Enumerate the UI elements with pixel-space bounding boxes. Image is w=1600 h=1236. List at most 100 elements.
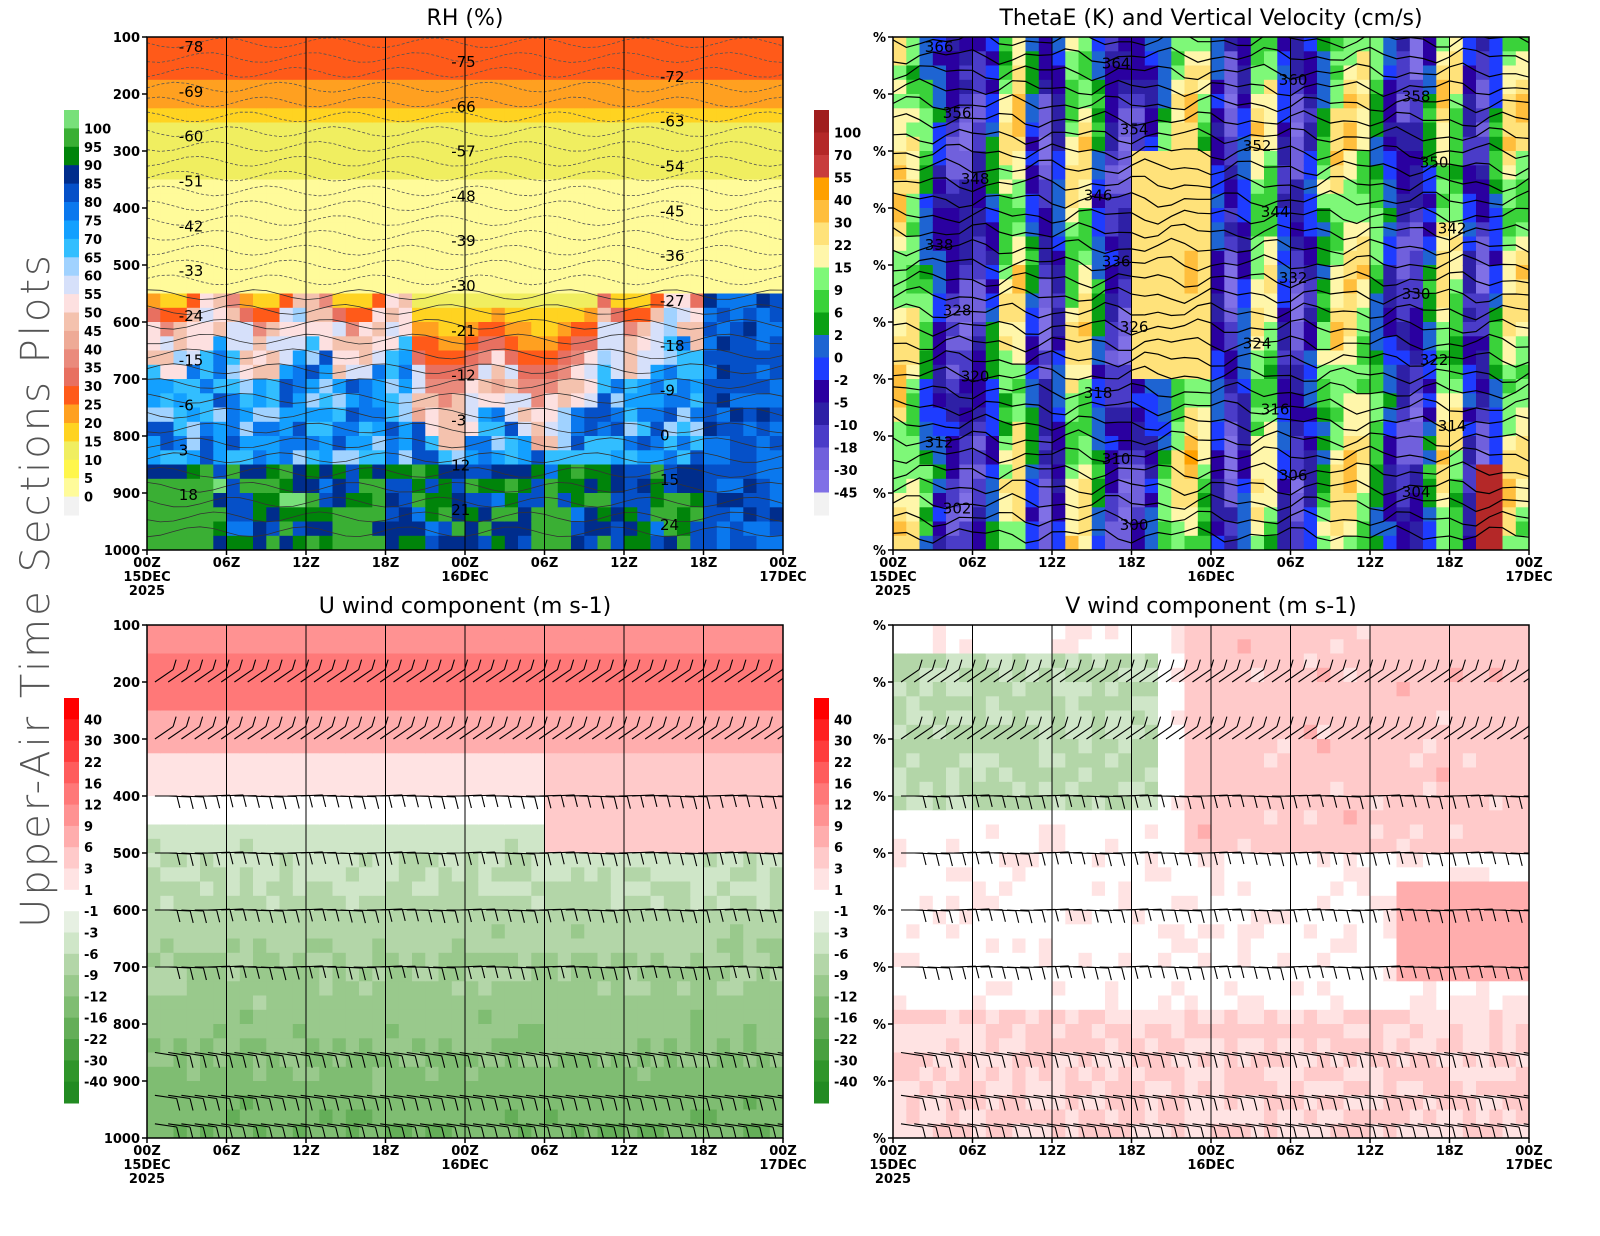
field-cell <box>385 279 400 295</box>
field-cell <box>306 981 320 997</box>
field-cell <box>1224 151 1239 166</box>
field-cell <box>1502 478 1517 494</box>
field-cell <box>425 293 440 309</box>
field-cell <box>769 65 783 81</box>
field-cell <box>332 824 347 840</box>
field-cell <box>173 507 188 523</box>
field-cell <box>1515 421 1529 437</box>
field-cell <box>412 1009 426 1025</box>
field-cell <box>743 507 758 523</box>
field-cell <box>160 151 175 166</box>
field-cell <box>504 682 519 697</box>
field-cell <box>200 250 214 266</box>
field-cell <box>292 393 307 409</box>
field-cell <box>624 250 638 266</box>
field-cell <box>160 867 175 883</box>
field-cell <box>372 1038 387 1054</box>
field-cell <box>730 293 744 309</box>
field-cell <box>239 1066 254 1082</box>
field-cell <box>557 781 572 797</box>
field-cell <box>557 1009 572 1025</box>
colorbar-swatch <box>814 245 829 268</box>
field-cell <box>398 79 413 95</box>
field-cell <box>319 79 334 95</box>
field-cell <box>425 739 440 754</box>
field-cell <box>1144 436 1159 451</box>
field-cell <box>1250 265 1265 280</box>
field-cell <box>637 293 652 309</box>
field-cell <box>398 653 413 669</box>
field-cell <box>716 521 731 537</box>
field-cell <box>253 507 267 523</box>
field-cell <box>959 379 974 394</box>
field-cell <box>1091 165 1106 181</box>
field-cell <box>518 739 532 754</box>
field-cell <box>359 952 373 968</box>
field-cell <box>544 65 559 81</box>
field-cell <box>239 322 254 337</box>
field-cell <box>160 1109 175 1125</box>
field-cell <box>1462 521 1477 537</box>
field-cell <box>1476 136 1490 152</box>
field-cell <box>491 653 506 669</box>
field-cell <box>1250 307 1265 323</box>
field-cell <box>239 739 254 754</box>
field-cell <box>1025 265 1040 280</box>
field-cell <box>478 507 493 523</box>
field-cell <box>465 1109 479 1125</box>
field-cell <box>985 393 1000 409</box>
field-cell <box>438 682 453 697</box>
field-cell <box>332 51 347 67</box>
field-cell <box>491 478 506 494</box>
field-cell <box>1224 535 1239 550</box>
field-cell <box>1264 265 1278 280</box>
field-cell <box>1436 37 1451 52</box>
field-cell <box>345 682 360 697</box>
field-cell <box>306 1066 320 1082</box>
field-cell <box>398 108 413 124</box>
field-cell <box>1409 350 1424 366</box>
field-cell <box>213 1024 228 1039</box>
field-cell <box>345 450 360 466</box>
field-cell <box>624 493 638 508</box>
x-tick-label: 00Z <box>451 556 479 571</box>
field-cell <box>398 995 413 1011</box>
field-cell <box>932 208 947 223</box>
field-cell <box>147 1024 161 1039</box>
field-cell <box>1184 436 1199 451</box>
field-cell <box>584 94 599 109</box>
field-cell <box>173 436 188 451</box>
field-cell <box>1184 336 1199 352</box>
field-cell <box>531 393 546 409</box>
field-cell <box>1383 151 1398 166</box>
field-cell <box>306 364 320 380</box>
field-cell <box>557 108 572 124</box>
field-cell <box>266 938 281 954</box>
field-cell <box>584 322 599 337</box>
field-cell <box>279 108 294 124</box>
field-cell <box>1436 136 1451 152</box>
field-cell <box>959 250 974 266</box>
contour-label: -30 <box>451 277 476 295</box>
field-cell <box>253 478 267 494</box>
field-cell <box>279 1038 294 1054</box>
field-cell <box>332 478 347 494</box>
field-cell <box>372 910 387 925</box>
colorbar-label: 80 <box>84 196 102 211</box>
field-cell <box>893 322 907 337</box>
field-cell <box>239 165 254 181</box>
field-cell <box>544 867 559 883</box>
field-cell <box>1409 436 1424 451</box>
field-cell <box>147 436 161 451</box>
field-cell <box>504 521 519 537</box>
field-cell <box>478 136 493 152</box>
field-cell <box>147 122 161 138</box>
field-cell <box>239 122 254 138</box>
field-cell <box>769 151 783 166</box>
field-cell <box>1330 94 1345 109</box>
field-cell <box>946 336 960 352</box>
field-cell <box>637 179 652 195</box>
field-cell <box>425 1009 440 1025</box>
field-cell <box>491 625 506 640</box>
colorbar-label: 95 <box>84 141 102 156</box>
